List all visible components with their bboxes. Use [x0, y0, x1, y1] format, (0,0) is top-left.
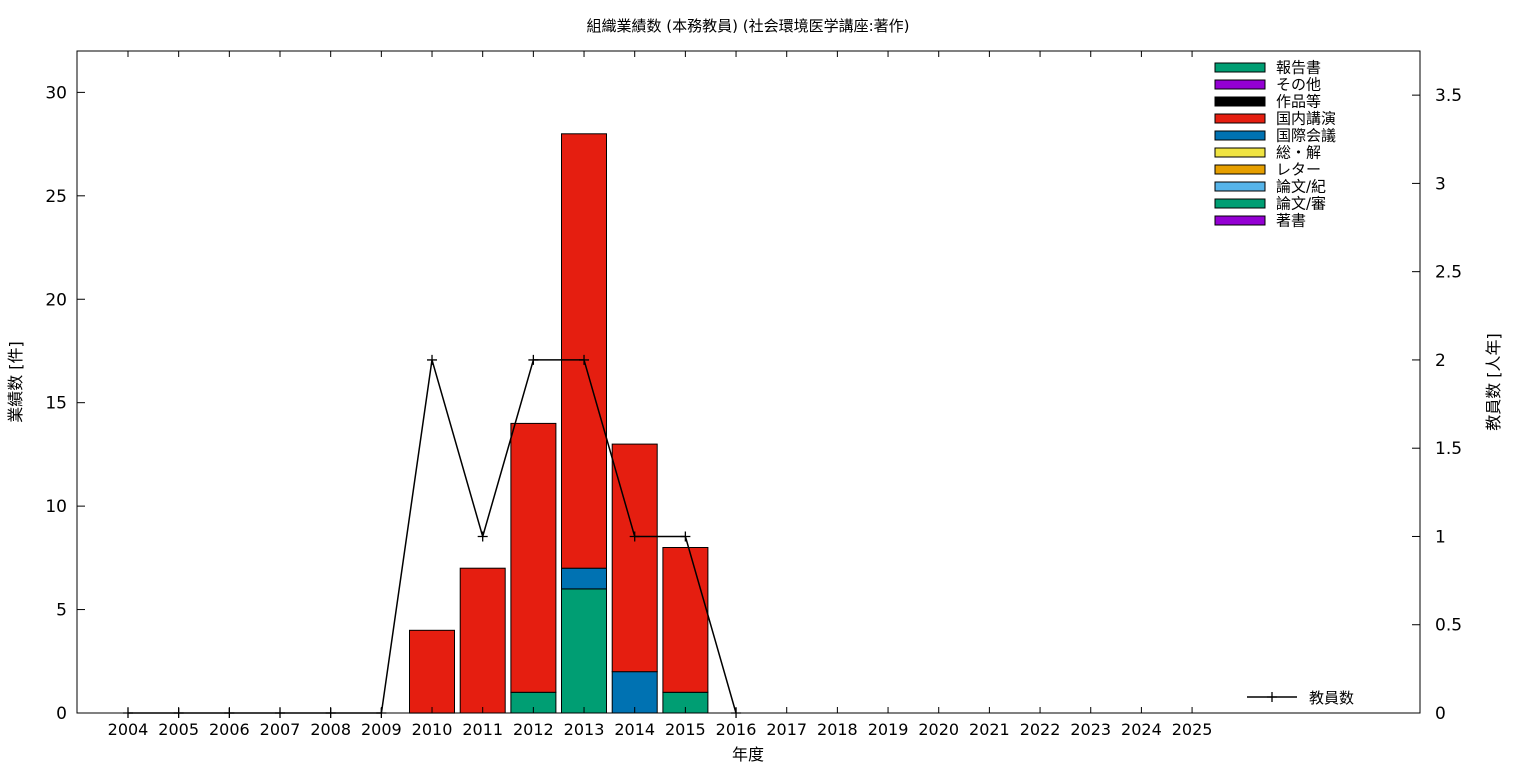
plot-frame [76, 50, 1421, 714]
x-tick-label-2011: 2011 [462, 720, 503, 739]
x-tick-label-2014: 2014 [614, 720, 655, 739]
line-legend-label: 教員数 [1309, 689, 1354, 707]
y-tick-label-5: 5 [56, 601, 67, 621]
bar-2013-国際会議 [561, 567, 607, 590]
x-tick-label-2021: 2021 [969, 720, 1010, 739]
legend-swatch-国内講演 [1214, 113, 1266, 124]
x-tick-label-2006: 2006 [209, 720, 250, 739]
x-tick-label-2013: 2013 [564, 720, 605, 739]
legend-swatch-報告書 [1214, 62, 1266, 73]
x-tick-label-2012: 2012 [513, 720, 554, 739]
y-tick-label-15: 15 [45, 394, 67, 414]
x-tick-label-2018: 2018 [817, 720, 858, 739]
legend-label-論文/紀: 論文/紀 [1276, 178, 1326, 196]
x-tick-label-2025: 2025 [1172, 720, 1213, 739]
bar-2014-国内講演 [611, 443, 658, 673]
bar-2012-国内講演 [510, 422, 557, 693]
y-axis-left: 0 5 10 15 20 25 30 [45, 83, 85, 724]
x-tick-label-2017: 2017 [766, 720, 807, 739]
y-tick-label-25: 25 [45, 187, 67, 207]
x-tick-label-2023: 2023 [1070, 720, 1111, 739]
line-point-2010 [427, 354, 438, 365]
y2-tick-label-0.5: 0.5 [1435, 616, 1462, 636]
line-point-2014 [629, 531, 640, 542]
x-tick-label-2005: 2005 [158, 720, 199, 739]
legend-swatch-国際会議 [1214, 130, 1266, 141]
y2-axis-label: 教員数 [人年] [1484, 333, 1503, 431]
legend-swatch-その他 [1214, 79, 1266, 90]
line-point-2013 [579, 354, 590, 365]
bar-2013-国内講演 [561, 133, 607, 569]
legend-swatch-総・解 [1214, 147, 1266, 158]
bar-2014-国際会議 [611, 671, 658, 714]
y2-tick-label-3.5: 3.5 [1435, 86, 1462, 106]
line-legend-marker [1267, 692, 1277, 702]
x-tick-label-2009: 2009 [361, 720, 402, 739]
legend-label-国内講演: 国内講演 [1276, 110, 1336, 128]
y2-tick-label-2.5: 2.5 [1435, 263, 1462, 283]
y2-tick-label-0: 0 [1435, 704, 1446, 724]
legend-label-国際会議: 国際会議 [1276, 127, 1336, 145]
legend-swatch-レター [1214, 164, 1266, 175]
x-tick-label-2019: 2019 [868, 720, 909, 739]
plot-area [123, 133, 742, 718]
legend-label-著書: 著書 [1276, 212, 1306, 230]
x-tick-label-2015: 2015 [665, 720, 706, 739]
y-tick-label-0: 0 [56, 704, 67, 724]
legend-swatch-論文/紀 [1214, 181, 1266, 192]
line-point-2011 [477, 531, 488, 542]
x-tick-label-2010: 2010 [412, 720, 453, 739]
bar-2015-国内講演 [662, 547, 709, 693]
y2-tick-label-1.5: 1.5 [1435, 439, 1462, 459]
y2-tick-label-2: 2 [1435, 351, 1446, 371]
x-tick-label-2024: 2024 [1121, 720, 1162, 739]
x-tick-label-2016: 2016 [716, 720, 757, 739]
y-tick-label-30: 30 [45, 83, 67, 103]
x-tick-label-2007: 2007 [260, 720, 301, 739]
legend-label-論文/審: 論文/審 [1276, 195, 1326, 213]
x-axis-label: 年度 [732, 745, 764, 764]
bar-2013-論文/審 [561, 588, 607, 714]
legend-swatch-作品等 [1214, 96, 1266, 107]
legend-swatch-著書 [1214, 215, 1266, 226]
legend-label-報告書: 報告書 [1276, 59, 1321, 77]
x-tick-label-2004: 2004 [108, 720, 149, 739]
y-axis-right: 0 0.5 1 1.5 2 2.5 3 3.5 [1412, 86, 1462, 724]
line-point-2012 [528, 354, 539, 365]
y2-tick-label-1: 1 [1435, 527, 1446, 547]
x-axis: 2004 2005 2006 2007 2008 2009 2010 2011 2012 2013… [108, 51, 1213, 739]
legend-label-総・解: 総・解 [1276, 144, 1321, 162]
legend-label-レター: レター [1276, 161, 1321, 179]
legend-swatch-論文/審 [1214, 198, 1266, 209]
y-tick-label-20: 20 [45, 290, 67, 310]
x-tick-label-2022: 2022 [1020, 720, 1061, 739]
bar-2011-国内講演 [459, 567, 506, 714]
y-tick-label-10: 10 [45, 497, 67, 517]
line-legend: 教員数 [1247, 689, 1354, 707]
legend-label-作品等: 作品等 [1276, 93, 1321, 111]
bar-2010-国内講演 [409, 629, 455, 714]
legend-label-その他: その他 [1276, 76, 1321, 94]
y2-tick-label-3: 3 [1435, 174, 1446, 194]
y-axis-label: 業績数 [件] [6, 341, 25, 423]
x-tick-label-2008: 2008 [310, 720, 351, 739]
chart-title: 組織業績数 (本務教員) (社会環境医学講座:著作) [586, 17, 909, 35]
line-point-2015 [680, 531, 691, 542]
x-tick-label-2020: 2020 [918, 720, 959, 739]
